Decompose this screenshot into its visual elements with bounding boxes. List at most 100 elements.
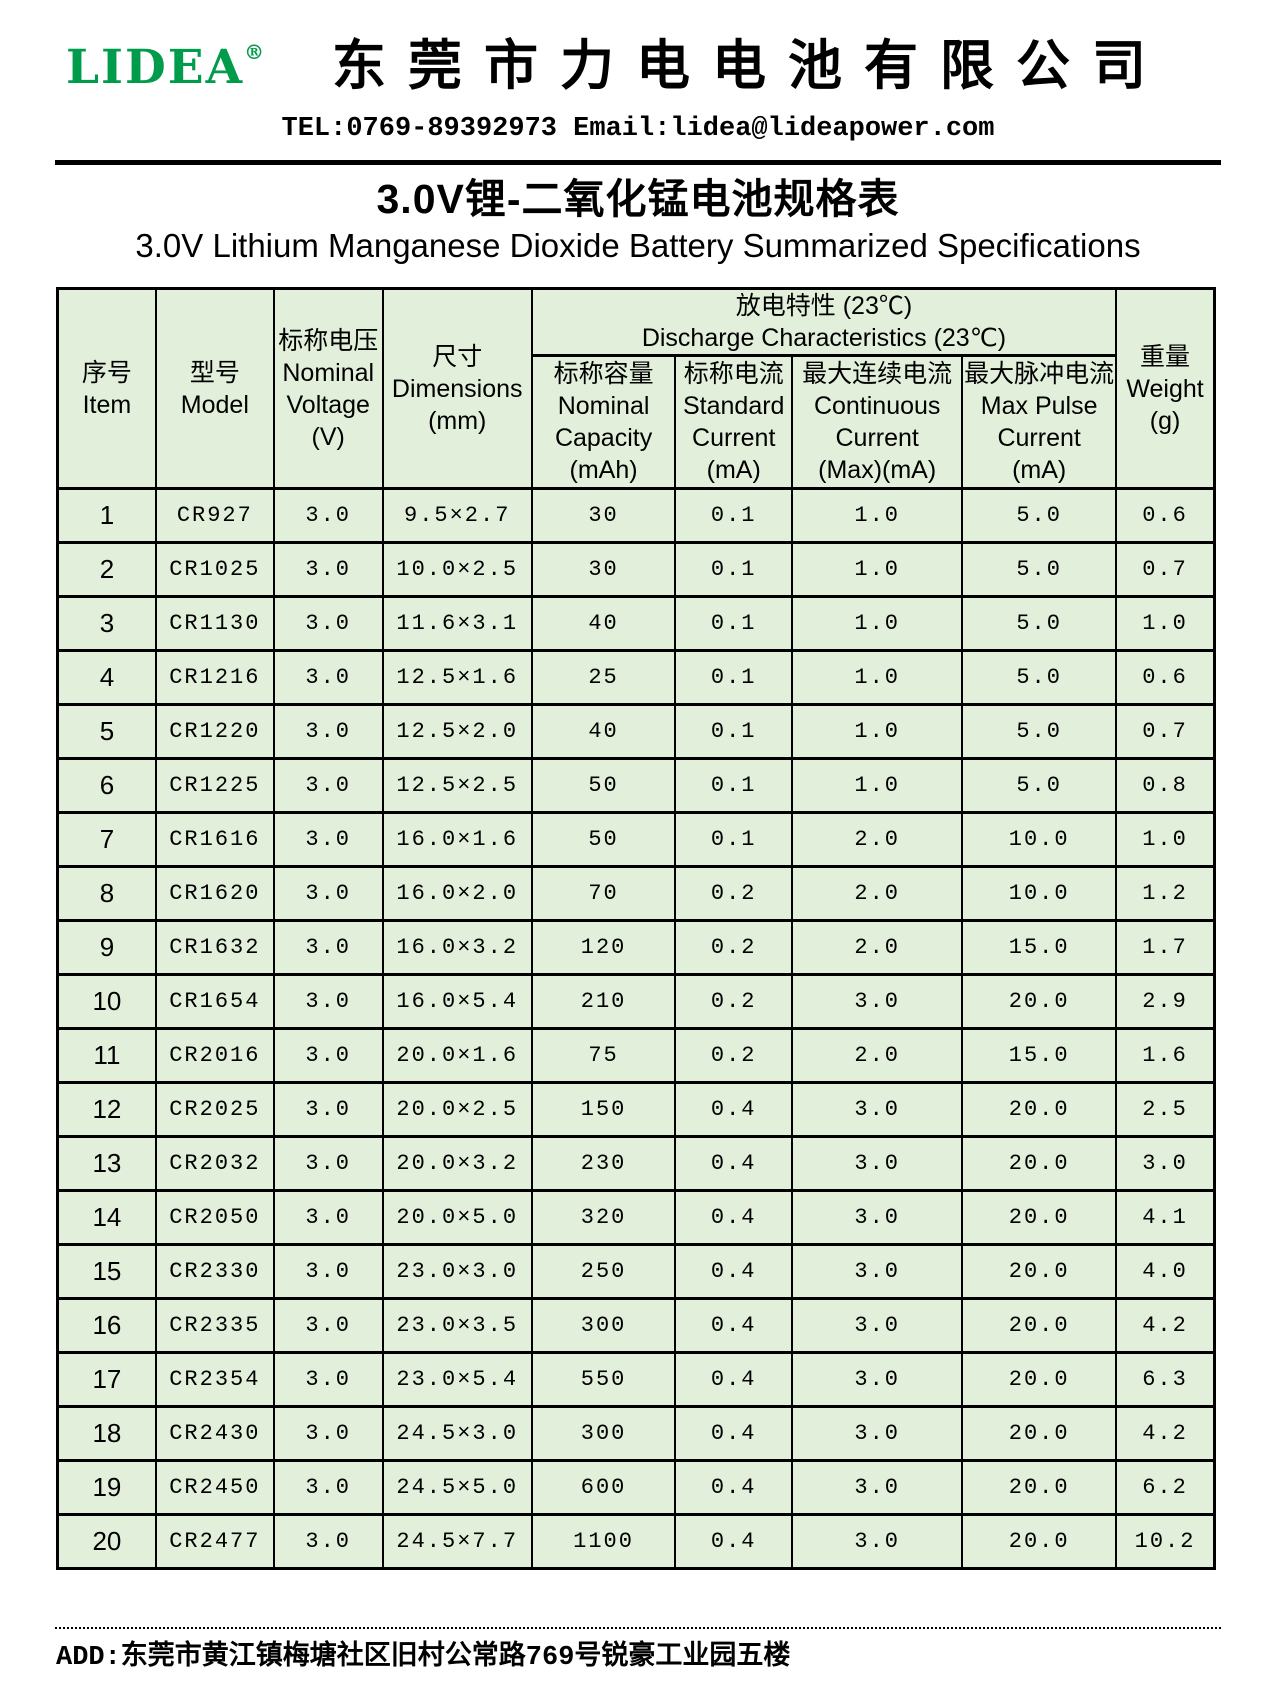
footer-divider (55, 1627, 1221, 1629)
header-line: 标称容量 (553, 360, 654, 388)
cell-capacity: 75 (530, 1027, 677, 1084)
table-row: 18 CR2430 3.0 24.5×3.0 300 0.4 3.0 20.0 4.2 (56, 1405, 1216, 1462)
cell-weight: 6.2 (1115, 1459, 1216, 1516)
header-line: 尺寸 (432, 342, 483, 371)
cell-dimensions: 16.0×1.6 (381, 811, 533, 868)
cell-dimensions: 10.0×2.5 (381, 541, 533, 598)
col-header-voltage: 标称电压 Nominal Voltage (V) (272, 287, 384, 490)
cell-pulse-current: 5.0 (961, 541, 1118, 598)
cell-standard-current: 0.4 (674, 1297, 794, 1354)
header-line: (mA) (706, 456, 761, 484)
cell-model: CR2354 (154, 1351, 275, 1408)
cell-item: 7 (56, 811, 157, 868)
header-line: Capacity (554, 424, 653, 452)
cell-capacity: 230 (530, 1135, 677, 1192)
header-line: Nominal (282, 358, 375, 387)
col-group-discharge: 放电特性 (23℃) Discharge Characteristics (23… (530, 287, 1118, 357)
cell-dimensions: 23.0×5.4 (381, 1351, 533, 1408)
table-row: 15 CR2330 3.0 23.0×3.0 250 0.4 3.0 20.0 4.0 (56, 1243, 1216, 1300)
cell-item: 10 (56, 973, 157, 1030)
cell-weight: 6.3 (1115, 1351, 1216, 1408)
cell-item: 12 (56, 1081, 157, 1138)
cell-continuous-current: 1.0 (791, 703, 964, 760)
cell-standard-current: 0.4 (674, 1459, 794, 1516)
cell-model: CR2430 (154, 1405, 275, 1462)
cell-capacity: 250 (530, 1243, 677, 1300)
cell-continuous-current: 3.0 (791, 1189, 964, 1246)
cell-voltage: 3.0 (272, 1513, 384, 1570)
header-line: 放电特性 (23℃) (735, 292, 913, 320)
cell-model: CR1632 (154, 919, 275, 976)
table-row: 17 CR2354 3.0 23.0×5.4 550 0.4 3.0 20.0 6.3 (56, 1351, 1216, 1408)
cell-weight: 1.2 (1115, 865, 1216, 922)
cell-standard-current: 0.1 (674, 649, 794, 706)
cell-voltage: 3.0 (272, 973, 384, 1030)
cell-weight: 0.6 (1115, 487, 1216, 544)
cell-continuous-current: 2.0 (791, 1027, 964, 1084)
header-line: 型号 (189, 358, 240, 387)
page-title-en: 3.0V Lithium Manganese Dioxide Battery S… (135, 227, 1141, 264)
cell-weight: 10.2 (1115, 1513, 1216, 1570)
table-row: 16 CR2335 3.0 23.0×3.5 300 0.4 3.0 20.0 4.2 (56, 1297, 1216, 1354)
cell-item: 16 (56, 1297, 157, 1354)
cell-model: CR2032 (154, 1135, 275, 1192)
cell-weight: 4.0 (1115, 1243, 1216, 1300)
cell-continuous-current: 1.0 (791, 541, 964, 598)
cell-model: CR1025 (154, 541, 275, 598)
cell-voltage: 3.0 (272, 487, 384, 544)
cell-continuous-current: 3.0 (791, 1135, 964, 1192)
cell-standard-current: 0.1 (674, 757, 794, 814)
cell-pulse-current: 20.0 (961, 1405, 1118, 1462)
cell-voltage: 3.0 (272, 865, 384, 922)
cell-model: CR1130 (154, 595, 275, 652)
cell-model: CR2330 (154, 1243, 275, 1300)
cell-capacity: 120 (530, 919, 677, 976)
cell-continuous-current: 1.0 (791, 487, 964, 544)
cell-standard-current: 0.1 (674, 703, 794, 760)
cell-capacity: 50 (530, 757, 677, 814)
cell-continuous-current: 1.0 (791, 595, 964, 652)
header-line: (V) (311, 422, 345, 451)
header-line: (mAh) (569, 456, 638, 484)
page-title-cn: 3.0V锂-二氧化锰电池规格表 (376, 176, 900, 222)
cell-pulse-current: 5.0 (961, 487, 1118, 544)
cell-pulse-current: 20.0 (961, 1081, 1118, 1138)
cell-pulse-current: 20.0 (961, 1351, 1118, 1408)
cell-model: CR927 (154, 487, 275, 544)
cell-item: 20 (56, 1513, 157, 1570)
header-line: Max Pulse (980, 392, 1098, 420)
cell-model: CR1616 (154, 811, 275, 868)
header-line: Model (180, 390, 249, 419)
cell-continuous-current: 2.0 (791, 919, 964, 976)
cell-item: 9 (56, 919, 157, 976)
col-header-model: 型号 Model (154, 287, 275, 490)
cell-continuous-current: 2.0 (791, 811, 964, 868)
company-header: LIDEA® 东莞市力电电池有限公司 (0, 0, 1276, 106)
cell-model: CR1225 (154, 757, 275, 814)
cell-capacity: 210 (530, 973, 677, 1030)
lidea-logo: LIDEA® (66, 42, 264, 91)
cell-voltage: 3.0 (272, 1459, 384, 1516)
cell-standard-current: 0.2 (674, 919, 794, 976)
table-row: 12 CR2025 3.0 20.0×2.5 150 0.4 3.0 20.0 2.5 (56, 1081, 1216, 1138)
cell-dimensions: 20.0×2.5 (381, 1081, 533, 1138)
cell-voltage: 3.0 (272, 811, 384, 868)
cell-model: CR1620 (154, 865, 275, 922)
cell-pulse-current: 5.0 (961, 649, 1118, 706)
cell-capacity: 50 (530, 811, 677, 868)
cell-standard-current: 0.4 (674, 1081, 794, 1138)
cell-voltage: 3.0 (272, 1297, 384, 1354)
cell-weight: 1.0 (1115, 811, 1216, 868)
cell-continuous-current: 3.0 (791, 1081, 964, 1138)
cell-voltage: 3.0 (272, 1135, 384, 1192)
table-row: 4 CR1216 3.0 12.5×1.6 25 0.1 1.0 5.0 0.6 (56, 649, 1216, 706)
cell-pulse-current: 20.0 (961, 1189, 1118, 1246)
col-header-dimensions: 尺寸 Dimensions (mm) (381, 287, 533, 490)
cell-voltage: 3.0 (272, 1243, 384, 1300)
cell-model: CR2450 (154, 1459, 275, 1516)
cell-weight: 1.0 (1115, 595, 1216, 652)
registered-trademark-icon: ® (244, 39, 265, 64)
cell-item: 11 (56, 1027, 157, 1084)
table-row: 10 CR1654 3.0 16.0×5.4 210 0.2 3.0 20.0 2.9 (56, 973, 1216, 1030)
